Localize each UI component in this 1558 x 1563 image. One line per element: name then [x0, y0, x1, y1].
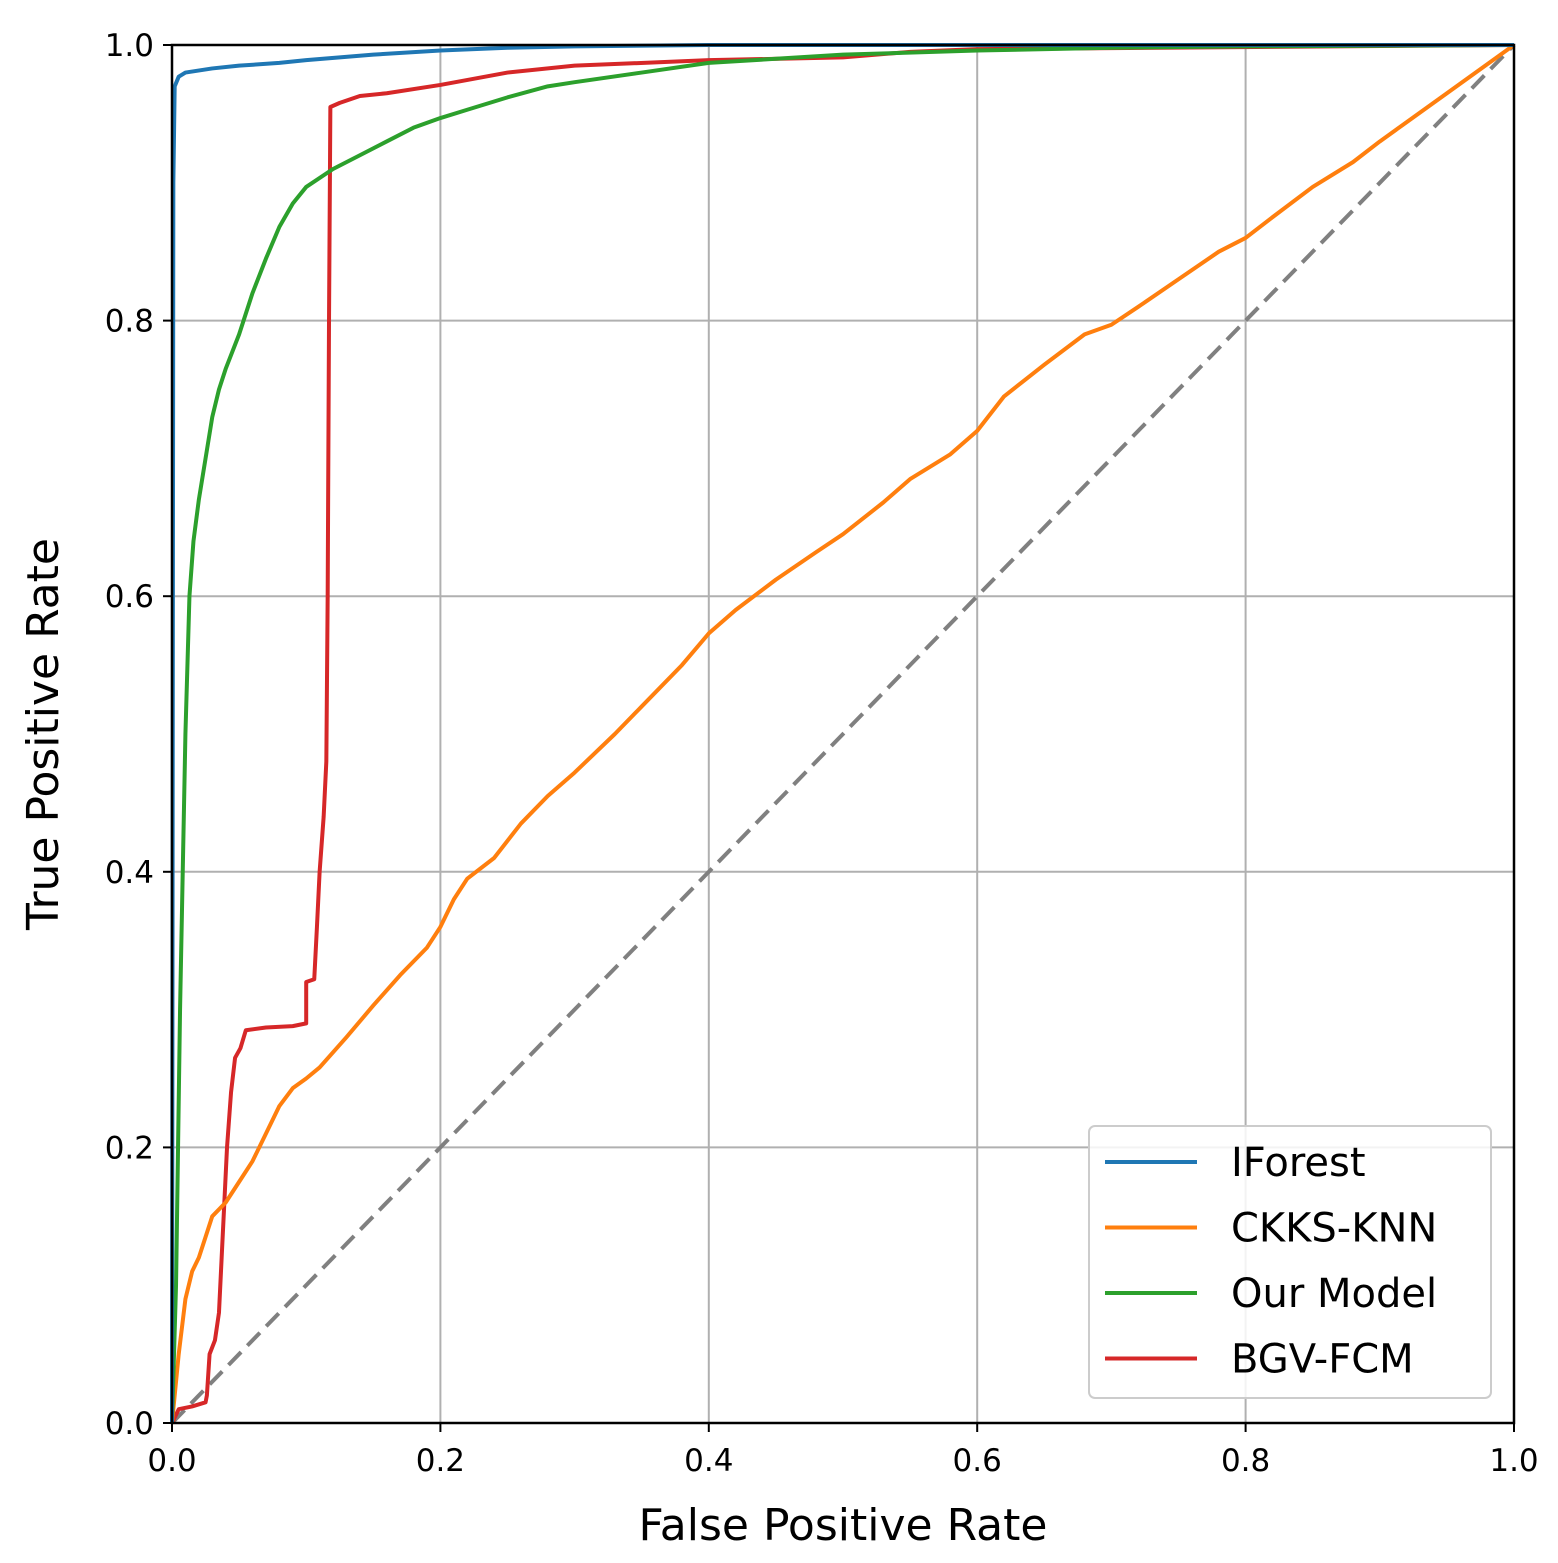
legend-label: Our Model	[1231, 1271, 1437, 1317]
x-tick-label: 0.6	[953, 1443, 1002, 1479]
y-tick-label: 0.6	[105, 579, 154, 615]
x-tick-label: 1.0	[1489, 1443, 1538, 1479]
x-tick-label: 0.0	[147, 1443, 196, 1479]
y-tick-label: 0.8	[105, 304, 154, 340]
x-axis-label: False Positive Rate	[639, 1500, 1048, 1551]
y-tick-label: 1.0	[105, 28, 154, 64]
legend-label: IForest	[1231, 1140, 1366, 1186]
y-tick-label: 0.0	[105, 1406, 154, 1442]
y-tick-label: 0.4	[105, 855, 154, 891]
x-tick-label: 0.2	[416, 1443, 465, 1479]
x-tick-label: 0.8	[1221, 1443, 1270, 1479]
series-line-iforest	[170, 43, 1514, 1424]
series-layer	[170, 43, 1516, 1425]
series-line-ckks-knn	[170, 43, 1516, 1424]
x-tick-label: 0.4	[684, 1443, 733, 1479]
tick-layer: 0.0 0.2 0.4 0.6 0.8 1.0 0.0 0.2 0.4 0.6 0.8 1.0	[105, 28, 1539, 1479]
legend-label: CKKS-KNN	[1231, 1206, 1437, 1252]
series-line-bgv-fcm	[170, 43, 1515, 1424]
legend-box	[1088, 1125, 1492, 1399]
axes-frame	[170, 43, 1516, 1425]
y-tick-label: 0.2	[105, 1130, 154, 1166]
y-axis-label: True Positive Rate	[18, 538, 69, 931]
legend: IForest CKKS-KNN Our Model BGV-FCM	[1088, 1125, 1492, 1399]
series-line-chance	[170, 43, 1516, 1425]
legend-label: BGV-FCM	[1231, 1337, 1414, 1383]
series-line-our-model	[170, 43, 1515, 1424]
